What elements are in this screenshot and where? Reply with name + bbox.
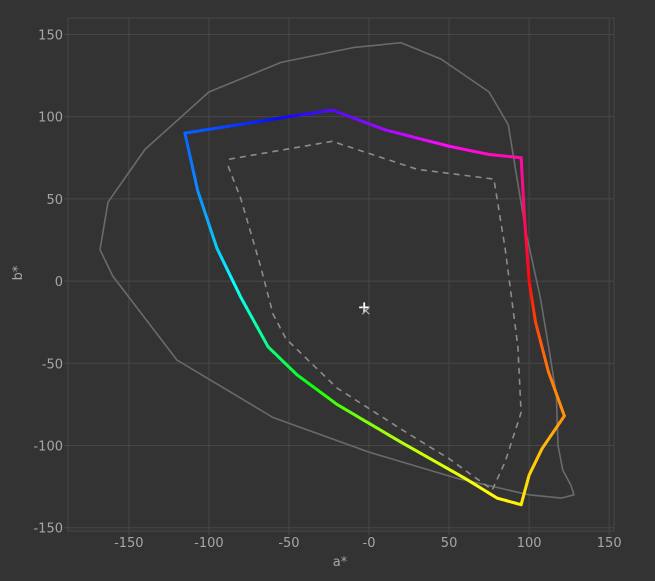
x-tick-label: -100 (194, 536, 224, 551)
y-tick-label: -150 (33, 522, 63, 537)
x-tick-label: 150 (597, 536, 622, 551)
gamut-outline-solid (99, 41, 575, 499)
y-tick-labels: 150 100 50 0 -50 -100 -150 (33, 28, 63, 536)
white-point-plus-marker (359, 302, 370, 313)
x-tick-label: 100 (517, 536, 542, 551)
y-tick-label: -50 (42, 357, 63, 372)
y-tick-label: 0 (55, 275, 63, 290)
x-tick-label: 50 (441, 536, 458, 551)
x-tick-labels: -150 -100 -50 -0 50 100 150 (114, 536, 622, 551)
plot-area (99, 41, 575, 507)
y-tick-label: 100 (38, 111, 63, 126)
x-axis-label: a* (333, 555, 348, 570)
grid-lines (64, 17, 615, 535)
colored-segment (183, 131, 188, 141)
y-tick-label: -100 (33, 440, 63, 455)
gamut-outline-dashed (227, 140, 522, 491)
plot-frame (67, 17, 615, 532)
x-tick-label: -0 (363, 536, 376, 551)
y-tick-label: 50 (46, 193, 63, 208)
white-point-x-marker (361, 306, 370, 315)
y-axis-label: b* (11, 265, 26, 280)
gamut-outline-colored (183, 108, 566, 507)
x-tick-label: -50 (278, 536, 299, 551)
x-tick-label: -150 (114, 536, 144, 551)
y-tick-label: 150 (38, 28, 63, 43)
